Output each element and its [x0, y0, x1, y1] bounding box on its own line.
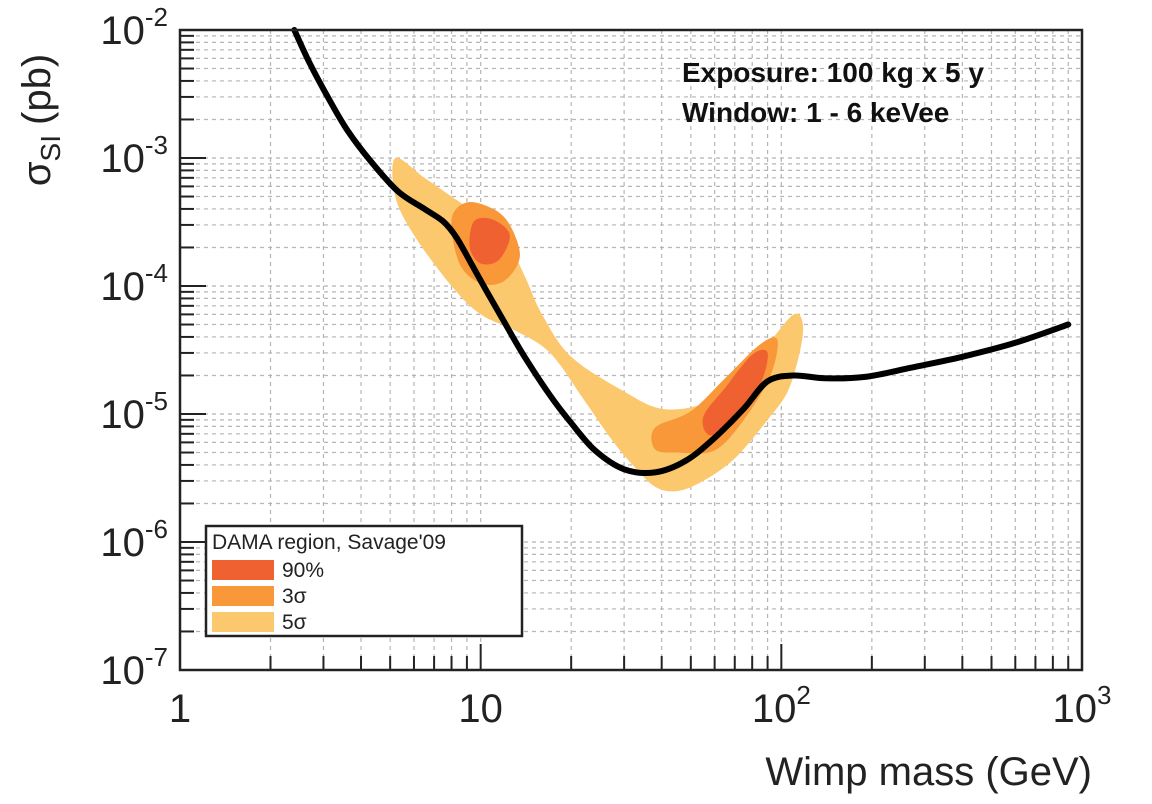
- plot-frame: [178, 28, 1084, 672]
- x-tick-base: 10: [752, 687, 797, 731]
- x-tick-label: 103: [1053, 680, 1112, 731]
- x-tick-exponent: 2: [796, 680, 810, 710]
- y-tick-label: 10-6: [100, 514, 168, 565]
- legend-entry-label: 3σ: [282, 585, 307, 608]
- dama-regions: [392, 157, 804, 492]
- y-axis-unit: (pb): [15, 54, 59, 125]
- y-tick-base: 10: [100, 137, 145, 181]
- y-tick-label: 10-3: [100, 130, 168, 181]
- legend-entries: 90% 3σ 5σ: [212, 559, 324, 634]
- y-tick-base: 10: [100, 521, 145, 565]
- y-tick-label: 10-4: [100, 258, 168, 309]
- y-axis-subscript: SI: [35, 135, 66, 161]
- y-tick-label: 10-2: [100, 2, 168, 53]
- dama-region-90pct: [702, 349, 768, 436]
- x-tick-label: 1: [169, 687, 191, 731]
- y-tick-label: 10-7: [100, 642, 168, 693]
- legend: DAMA region, Savage'09 90% 3σ 5σ: [204, 524, 524, 638]
- y-tick-label: 10-5: [100, 386, 168, 437]
- legend-swatch: [212, 612, 274, 632]
- y-tick-exponent: -6: [145, 514, 168, 544]
- y-axis-symbol: σ: [15, 161, 59, 186]
- y-tick-exponent: -3: [145, 130, 168, 160]
- y-tick-base: 10: [100, 265, 145, 309]
- y-tick-base: 10: [100, 9, 145, 53]
- annotation-window: Window: 1 - 6 keVee: [682, 97, 949, 128]
- x-tick-base: 1: [169, 687, 191, 731]
- y-tick-exponent: -7: [145, 642, 168, 672]
- legend-entry-label: 90%: [282, 559, 324, 582]
- y-axis-title: σSI (pb): [15, 54, 66, 186]
- y-tick-exponent: -2: [145, 2, 168, 32]
- y-tick-exponent: -5: [145, 386, 168, 416]
- annotation-exposure: Exposure: 100 kg x 5 y: [682, 57, 984, 88]
- x-tick-exponent: 3: [1097, 680, 1111, 710]
- x-tick-base: 10: [458, 687, 503, 731]
- dama-region-90pct: [469, 217, 510, 265]
- y-tick-exponent: -4: [145, 258, 168, 288]
- x-axis-title: Wimp mass (GeV): [765, 750, 1092, 794]
- legend-entry-label: 5σ: [282, 611, 307, 634]
- x-tick-base: 10: [1053, 687, 1098, 731]
- x-tick-label: 10: [458, 687, 503, 731]
- y-tick-base: 10: [100, 649, 145, 693]
- sensitivity-curve-layer: [291, 27, 1072, 477]
- sensitivity-curve: [291, 27, 1072, 477]
- legend-swatch: [212, 560, 274, 580]
- x-tick-label: 102: [752, 680, 811, 731]
- axis-ticks: [179, 29, 1083, 671]
- legend-title: DAMA region, Savage'09: [212, 531, 446, 554]
- y-tick-base: 10: [100, 393, 145, 437]
- legend-swatch: [212, 586, 274, 606]
